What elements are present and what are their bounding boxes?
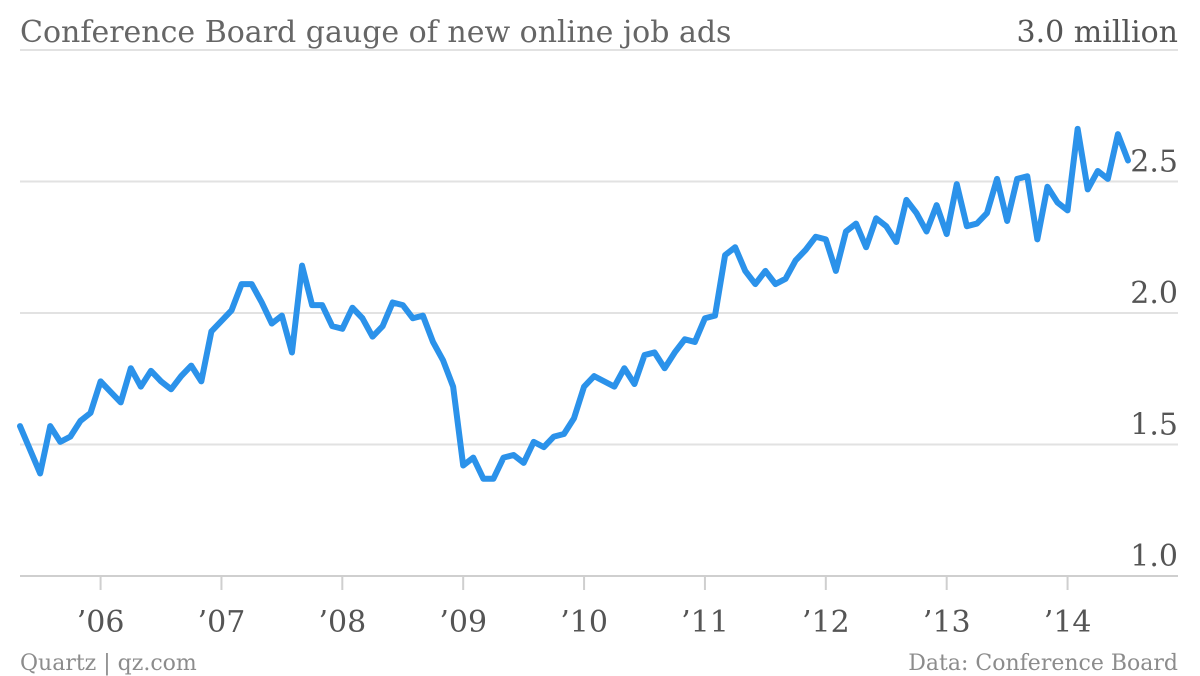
series-line bbox=[17, 125, 1131, 482]
x-tick-label: ’07 bbox=[198, 605, 246, 640]
source-credit: Quartz | qz.com bbox=[20, 651, 197, 676]
x-tick-label: ’13 bbox=[923, 605, 971, 640]
series-layer bbox=[17, 125, 1131, 482]
x-tick-label: ’06 bbox=[77, 605, 125, 640]
x-axis-ticks: ’06 ’07 ’08 ’09 ’10 ’11 ’12 ’13 ’14 bbox=[77, 576, 1092, 640]
x-tick-label: ’14 bbox=[1044, 605, 1092, 640]
x-tick-label: ’08 bbox=[318, 605, 366, 640]
x-tick-label: ’10 bbox=[560, 605, 608, 640]
y-tick-label: 1.5 bbox=[1130, 408, 1178, 443]
gridlines bbox=[20, 49, 1178, 577]
y-tick-label: 2.0 bbox=[1130, 276, 1178, 311]
x-tick-label: ’09 bbox=[439, 605, 487, 640]
x-tick-label: ’11 bbox=[681, 605, 729, 640]
y-tick-label: 1.0 bbox=[1130, 539, 1178, 574]
top-value-label: 3.0 million bbox=[1017, 15, 1178, 50]
data-source: Data: Conference Board bbox=[908, 651, 1178, 676]
y-tick-label: 2.5 bbox=[1130, 145, 1178, 180]
x-tick-label: ’12 bbox=[802, 605, 850, 640]
y-axis-labels: 1.0 1.5 2.0 2.5 bbox=[1130, 145, 1178, 575]
chart-title: Conference Board gauge of new online job… bbox=[20, 15, 731, 50]
